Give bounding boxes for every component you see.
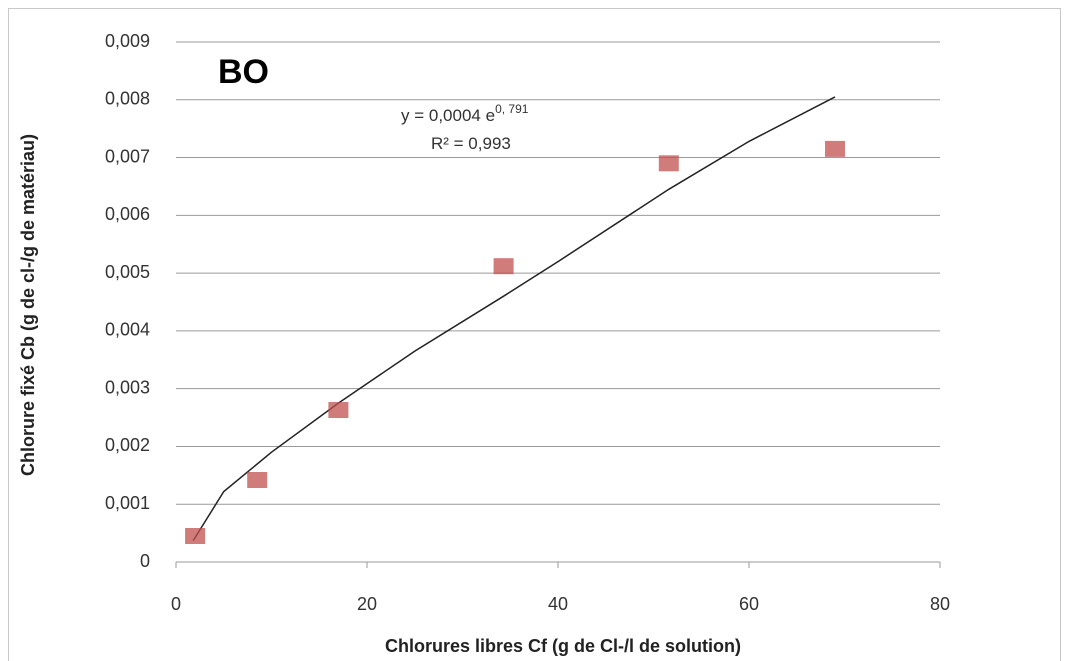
data-point xyxy=(185,528,206,544)
x-tick-labels: 0 20 40 60 80 xyxy=(171,562,950,614)
x-tick-label: 20 xyxy=(357,594,377,614)
x-tick-label: 80 xyxy=(930,594,950,614)
trendline-r2: R² = 0,993 xyxy=(431,134,511,153)
data-point xyxy=(493,258,514,275)
data-point xyxy=(328,402,349,418)
y-tick-labels: 0 0,001 0,002 0,003 0,004 0,005 0,006 0,007 0,00… xyxy=(105,31,150,571)
chart-frame xyxy=(8,8,1061,661)
data-point xyxy=(658,155,679,172)
y-tick-label: 0,009 xyxy=(105,31,150,51)
trendline-curve xyxy=(192,96,836,541)
x-axis-label: Chlorures libres Cf (g de Cl-/l de solut… xyxy=(385,636,741,656)
y-tick-label: 0,005 xyxy=(105,262,150,282)
data-point xyxy=(247,472,268,488)
y-tick-label: 0,007 xyxy=(105,146,150,166)
x-tick-label: 0 xyxy=(171,594,181,614)
y-tick-label: 0,002 xyxy=(105,435,150,455)
chart-title: BO xyxy=(218,53,269,91)
trendline-equation: y = 0,0004 e0, 791 xyxy=(401,102,529,125)
y-tick-label: 0 xyxy=(140,551,150,571)
x-tick-label: 40 xyxy=(548,594,568,614)
y-tick-label: 0,008 xyxy=(105,89,150,109)
data-point xyxy=(825,140,845,157)
y-axis-label: Chlorure fixé Cb (g de cl-/g de matériau… xyxy=(18,134,38,476)
x-tick-label: 60 xyxy=(739,594,759,614)
data-points xyxy=(185,140,845,544)
y-tick-label: 0,003 xyxy=(105,377,150,397)
y-tick-label: 0,001 xyxy=(105,493,150,513)
y-tick-label: 0,006 xyxy=(105,204,150,224)
y-tick-label: 0,004 xyxy=(105,320,150,340)
gridlines xyxy=(176,41,940,505)
